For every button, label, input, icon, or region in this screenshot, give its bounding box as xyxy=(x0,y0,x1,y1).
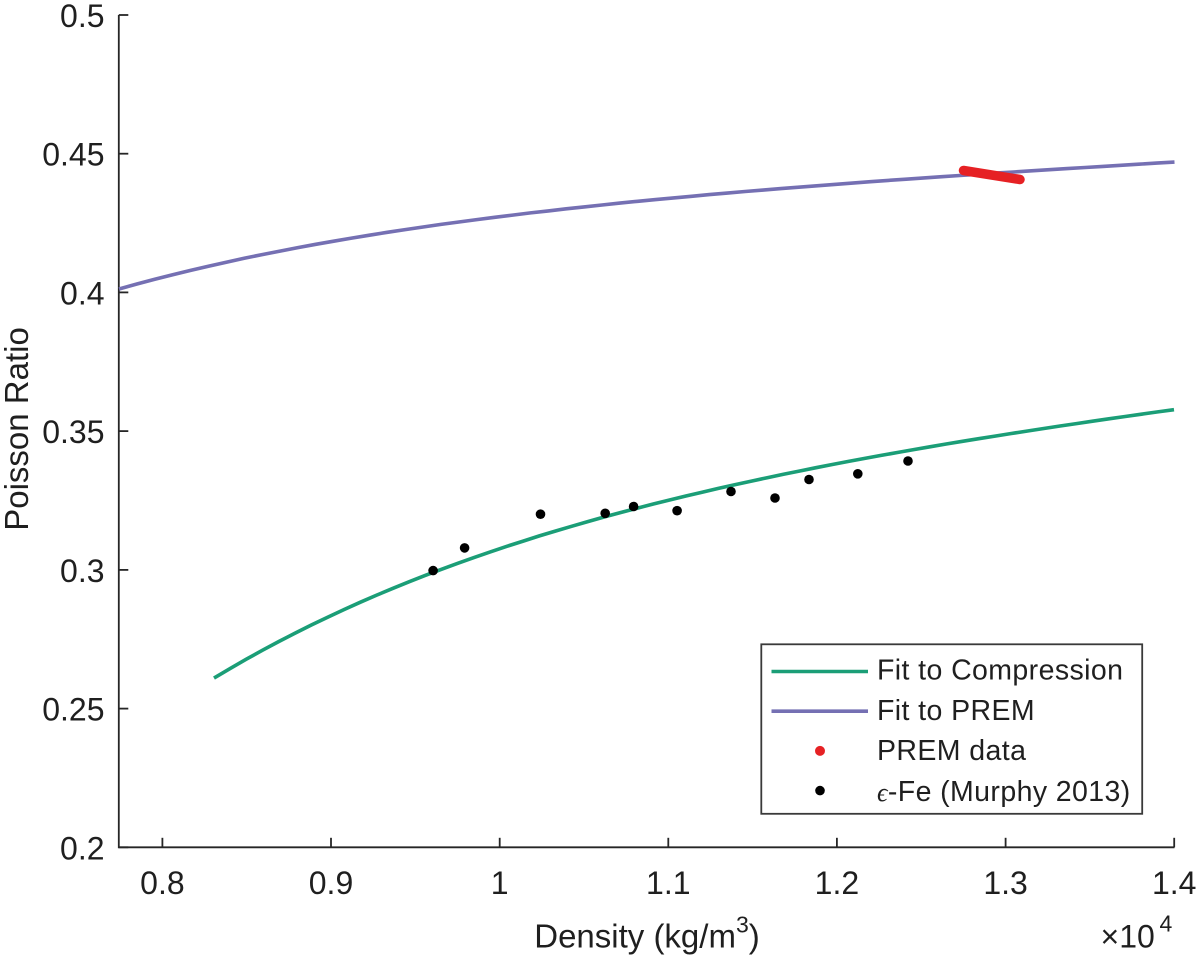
svg-text:0.25: 0.25 xyxy=(42,692,104,728)
svg-text:0.3: 0.3 xyxy=(60,553,104,589)
svg-text:1.2: 1.2 xyxy=(815,865,859,901)
svg-text:Poisson Ratio: Poisson Ratio xyxy=(0,327,35,531)
svg-text:Fit to PREM: Fit to PREM xyxy=(877,695,1035,727)
svg-text:ϵ-Fe (Murphy 2013): ϵ-Fe (Murphy 2013) xyxy=(877,776,1131,808)
svg-text:PREM data: PREM data xyxy=(877,735,1026,767)
svg-text:0.45: 0.45 xyxy=(42,137,104,173)
svg-text:0.8: 0.8 xyxy=(140,865,184,901)
svg-text:0.9: 0.9 xyxy=(309,865,353,901)
svg-text:1: 1 xyxy=(491,865,509,901)
svg-text:0.35: 0.35 xyxy=(42,414,104,450)
svg-text:Fit to Compression: Fit to Compression xyxy=(877,655,1123,687)
svg-text:0.4: 0.4 xyxy=(60,275,104,311)
svg-text:×10: ×10 xyxy=(1101,919,1155,955)
svg-text:0.5: 0.5 xyxy=(60,0,104,34)
svg-text:4: 4 xyxy=(1160,911,1173,937)
svg-text:1.1: 1.1 xyxy=(646,865,690,901)
svg-text:Density (kg/m3): Density (kg/m3) xyxy=(534,912,760,955)
svg-text:1.3: 1.3 xyxy=(983,865,1027,901)
svg-text:0.2: 0.2 xyxy=(60,830,104,866)
svg-text:1.4: 1.4 xyxy=(1152,865,1196,901)
